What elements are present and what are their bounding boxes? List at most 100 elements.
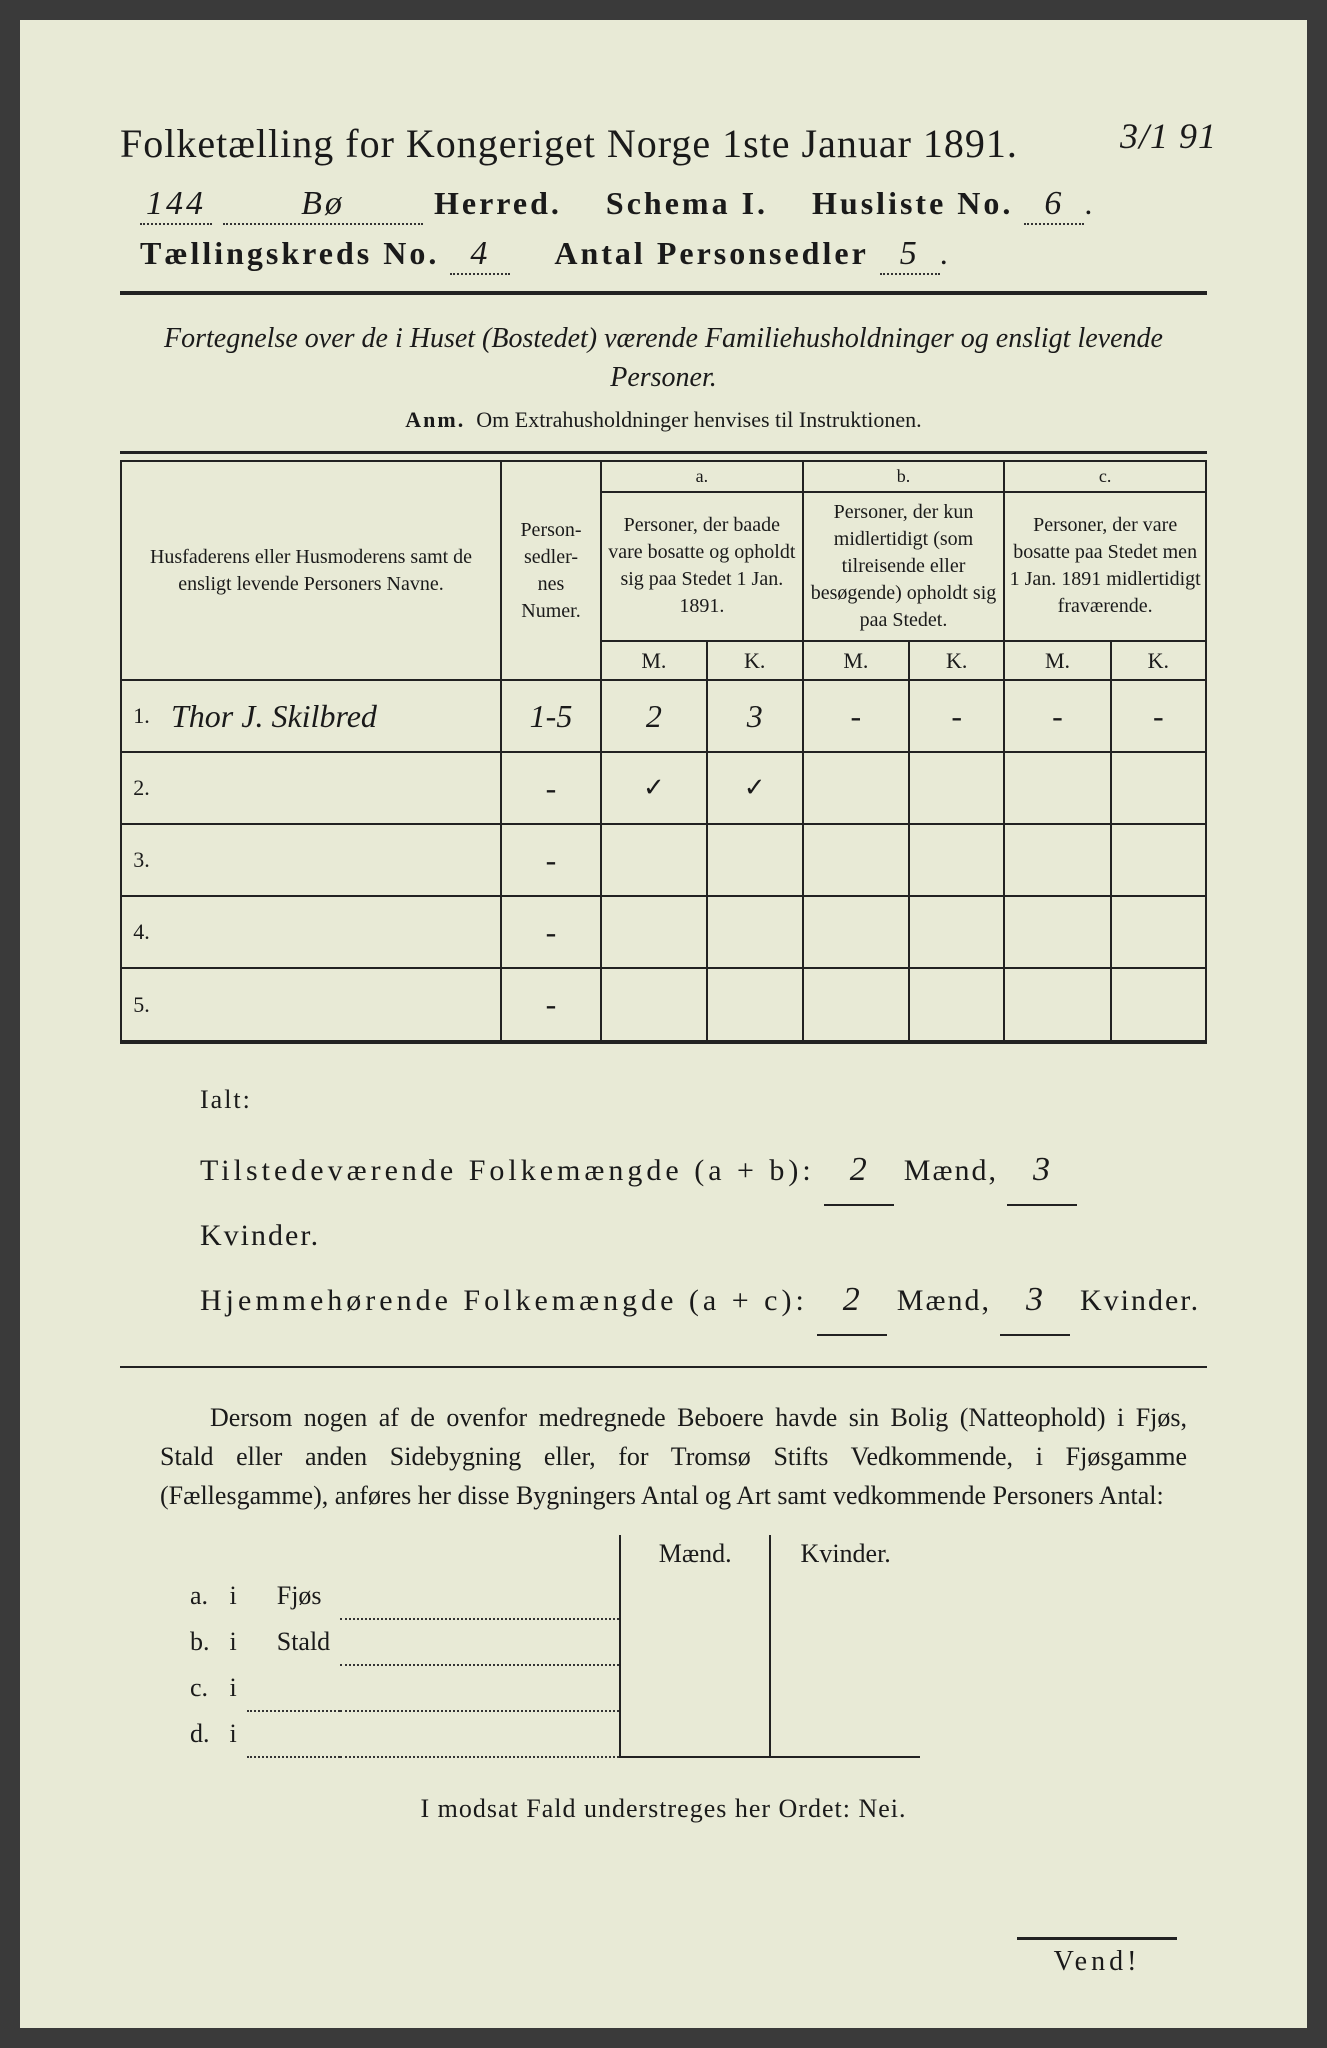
person-label: Antal Personsedler bbox=[554, 235, 868, 271]
cell-c-k bbox=[1111, 968, 1206, 1040]
bldg-i: i bbox=[220, 1619, 247, 1665]
group-c-desc: Personer, der vare bosatte paa Stedet me… bbox=[1010, 514, 1201, 617]
cell-b-k bbox=[909, 968, 1004, 1040]
line1-end: Kvinder. bbox=[200, 1219, 320, 1252]
cell-b-m bbox=[803, 752, 909, 824]
row-name bbox=[161, 752, 501, 824]
group-b-label: b. bbox=[803, 461, 1005, 491]
title-text: Folketælling for Kongeriget Norge 1ste J… bbox=[120, 121, 1018, 166]
line1-pre: Tilstedeværende Folkemængde (a + b): bbox=[200, 1141, 815, 1201]
row-idx: 4. bbox=[121, 896, 161, 968]
cell-c-k bbox=[1111, 824, 1206, 896]
row-name bbox=[161, 824, 501, 896]
cell-b-k bbox=[909, 824, 1004, 896]
census-table: Husfaderens eller Husmoderens samt de en… bbox=[120, 460, 1207, 1040]
cell-c-k bbox=[1111, 896, 1206, 968]
cell-b-k: - bbox=[909, 680, 1004, 752]
bldg-m bbox=[620, 1619, 770, 1665]
bldg-key: a. bbox=[180, 1573, 220, 1619]
cell-a-m bbox=[601, 896, 707, 968]
kreds-label: Tællingskreds No. bbox=[140, 235, 439, 271]
cell-b-m bbox=[803, 824, 909, 896]
bldg-col-m: Mænd. bbox=[620, 1535, 770, 1573]
group-b-desc: Personer, der kun midlertidigt (som tilr… bbox=[811, 501, 997, 631]
b-m: M. bbox=[803, 641, 909, 681]
col-numer: Person- sedler- nes Numer. bbox=[501, 461, 601, 680]
row-idx: 5. bbox=[121, 968, 161, 1040]
bldg-k bbox=[770, 1573, 920, 1619]
schema-label: Schema I. bbox=[606, 185, 768, 221]
herred-label: Herred. bbox=[434, 185, 562, 221]
bldg-dots bbox=[340, 1573, 620, 1619]
anm-line: Anm. Om Extrahusholdninger henvises til … bbox=[120, 407, 1207, 433]
line2-mid: Mænd, bbox=[897, 1284, 991, 1317]
cell-b-m bbox=[803, 896, 909, 968]
a-m: M. bbox=[601, 641, 707, 681]
line1-mid: Mænd, bbox=[904, 1154, 998, 1187]
divider bbox=[120, 291, 1207, 295]
line2-pre: Hjemmehørende Folkemængde (a + c): bbox=[200, 1271, 808, 1331]
row-numer: - bbox=[501, 968, 601, 1040]
totals-block: Ialt: Tilstedeværende Folkemængde (a + b… bbox=[200, 1074, 1207, 1336]
anm-label: Anm. bbox=[405, 407, 465, 432]
a-k: K. bbox=[707, 641, 803, 681]
table-bottom-rule bbox=[120, 1040, 1207, 1044]
group-a-text: Personer, der baade vare bosatte og opho… bbox=[601, 492, 803, 641]
cell-c-k bbox=[1111, 752, 1206, 824]
row-name bbox=[161, 896, 501, 968]
building-paragraph: Dersom nogen af de ovenfor medregnede Be… bbox=[160, 1398, 1187, 1515]
col-name-text: Husfaderens eller Husmoderens samt de en… bbox=[150, 546, 472, 595]
group-b-text: Personer, der kun midlertidigt (som tilr… bbox=[803, 492, 1005, 641]
district-no: 144 bbox=[140, 185, 212, 225]
line2-end: Kvinder. bbox=[1080, 1284, 1200, 1317]
anm-text: Om Extrahusholdninger henvises til Instr… bbox=[476, 407, 921, 432]
kreds-no: 4 bbox=[450, 235, 510, 275]
bldg-key: c. bbox=[180, 1665, 220, 1711]
bldg-row: a. i Fjøs bbox=[180, 1573, 920, 1619]
cell-c-k: - bbox=[1111, 680, 1206, 752]
bldg-dots bbox=[340, 1619, 620, 1665]
line1-k: 3 bbox=[1007, 1136, 1077, 1206]
bldg-k bbox=[770, 1711, 920, 1757]
table-top-rule bbox=[120, 451, 1207, 454]
cell-c-m bbox=[1004, 752, 1110, 824]
husliste-label: Husliste No. bbox=[812, 185, 1013, 221]
bldg-dots bbox=[247, 1665, 620, 1711]
line2-k: 3 bbox=[1000, 1266, 1070, 1336]
corner-date: 3/1 91 bbox=[1120, 115, 1217, 157]
header-line-2: 144 Bø Herred. Schema I. Husliste No. 6. bbox=[120, 185, 1207, 225]
bldg-key: b. bbox=[180, 1619, 220, 1665]
group-a-desc: Personer, der baade vare bosatte og opho… bbox=[608, 514, 795, 617]
subtitle-text: Fortegnelse over de i Huset (Bostedet) v… bbox=[164, 323, 1163, 393]
table-row: 5. - bbox=[121, 968, 1206, 1040]
subtitle: Fortegnelse over de i Huset (Bostedet) v… bbox=[120, 319, 1207, 397]
cell-c-m bbox=[1004, 824, 1110, 896]
row-numer: - bbox=[501, 896, 601, 968]
district-name: Bø bbox=[223, 185, 423, 225]
page-title: Folketælling for Kongeriget Norge 1ste J… bbox=[120, 120, 1207, 167]
line1-m: 2 bbox=[824, 1136, 894, 1206]
cell-a-m: 2 bbox=[601, 680, 707, 752]
cell-a-k: ✓ bbox=[707, 752, 803, 824]
col-name: Husfaderens eller Husmoderens samt de en… bbox=[121, 461, 501, 680]
row-name: Thor J. Skilbred bbox=[161, 680, 501, 752]
cell-c-m bbox=[1004, 896, 1110, 968]
bldg-i: i bbox=[220, 1573, 247, 1619]
table-row: 4. - bbox=[121, 896, 1206, 968]
person-count: 5 bbox=[880, 235, 940, 275]
b-k: K. bbox=[909, 641, 1004, 681]
cell-a-m bbox=[601, 968, 707, 1040]
line2-m: 2 bbox=[817, 1266, 887, 1336]
c-m: M. bbox=[1004, 641, 1110, 681]
bldg-k bbox=[770, 1619, 920, 1665]
husliste-no: 6 bbox=[1024, 185, 1084, 225]
group-a-label: a. bbox=[601, 461, 803, 491]
table-body: 1. Thor J. Skilbred 1-5 2 3 - - - - 2. -… bbox=[121, 680, 1206, 1040]
group-c-label: c. bbox=[1004, 461, 1206, 491]
cell-a-k bbox=[707, 968, 803, 1040]
bldg-k bbox=[770, 1665, 920, 1711]
row-idx: 2. bbox=[121, 752, 161, 824]
col-numer-text: Person- sedler- nes Numer. bbox=[520, 519, 581, 622]
cell-a-k bbox=[707, 896, 803, 968]
row-numer: 1-5 bbox=[501, 680, 601, 752]
